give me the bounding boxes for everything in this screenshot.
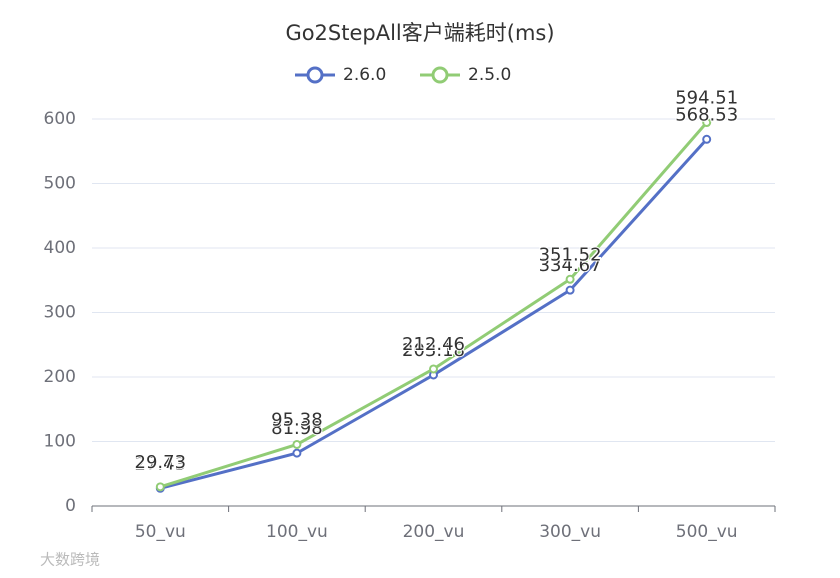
data-label: 568.53 (675, 104, 738, 125)
y-tick-label: 100 (44, 432, 76, 452)
data-label: 212.46 (402, 334, 465, 355)
y-tick-label: 500 (44, 174, 76, 194)
y-tick-label: 600 (44, 109, 76, 129)
x-tick-label: 100_vu (266, 522, 328, 542)
legend-marker (431, 66, 449, 84)
data-point (429, 364, 438, 374)
x-tick-label: 50_vu (135, 522, 186, 542)
series-line (159, 138, 708, 490)
chart-title: Go2StepAll客户端耗时(ms) (285, 21, 554, 45)
data-point (565, 285, 575, 295)
legend-label: 2.5.0 (468, 65, 511, 85)
y-tick-label: 200 (44, 367, 76, 387)
data-point (702, 118, 712, 128)
x-tick-label: 200_vu (403, 522, 465, 542)
data-point (292, 448, 302, 458)
legend-label: 2.6.0 (343, 65, 386, 85)
legend-marker (306, 66, 324, 84)
watermark: 大数跨境 (40, 551, 100, 569)
y-tick-label: 400 (44, 238, 76, 258)
data-label: 95.38 (271, 409, 323, 430)
data-point (155, 482, 165, 492)
data-label: 81.98 (271, 418, 323, 439)
data-point (292, 439, 302, 449)
data-label: 334.67 (539, 255, 602, 276)
data-label: 27.43 (135, 453, 187, 474)
y-tick-label: 300 (44, 303, 76, 323)
data-point (565, 274, 575, 284)
x-tick-label: 500_vu (676, 522, 738, 542)
series-line (159, 121, 708, 489)
data-label: 29.73 (135, 452, 187, 473)
data-label: 203.18 (402, 340, 465, 361)
data-label: 594.51 (675, 88, 738, 109)
y-tick-label: 0 (65, 496, 76, 516)
x-tick-label: 300_vu (539, 522, 601, 542)
data-label: 351.52 (539, 244, 602, 265)
data-point (702, 134, 712, 144)
